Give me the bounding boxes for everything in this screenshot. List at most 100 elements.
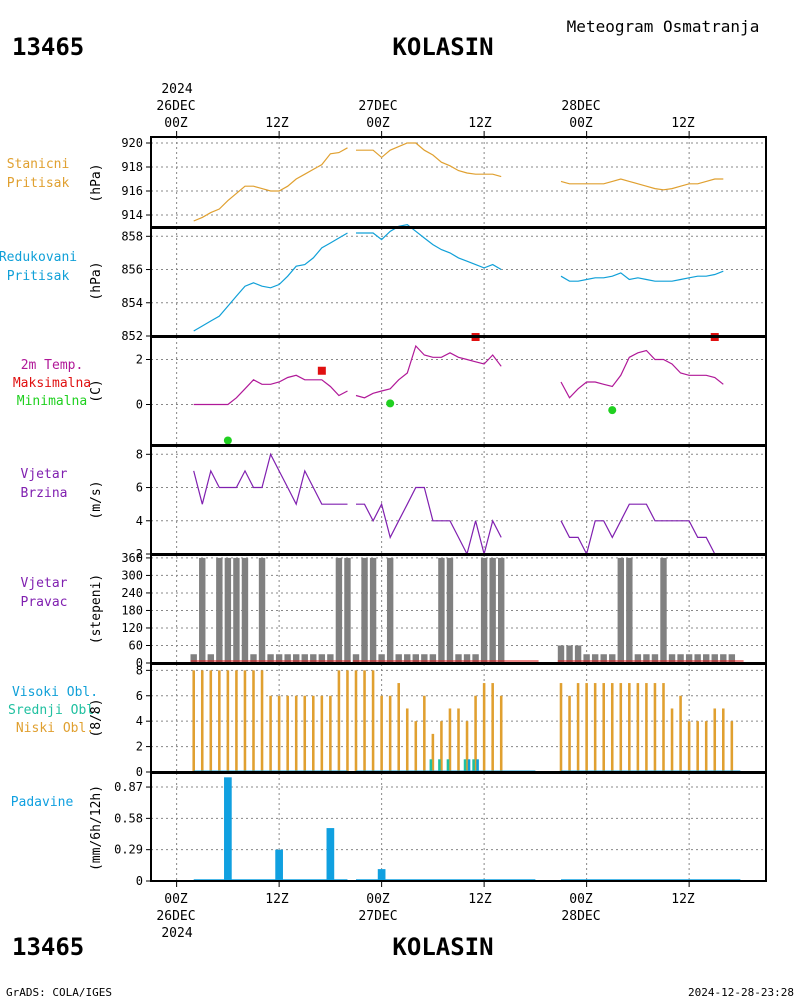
y-tick-label: 914	[121, 208, 143, 222]
low-cloud-bar	[431, 733, 435, 772]
top-time-axis: 2024 26DEC 27DEC 28DEC 00Z 12Z 00Z 12Z 0…	[156, 82, 694, 131]
reduced-title-line: Redukovani	[0, 250, 77, 265]
bottom-time-axis: 00Z 12Z 00Z 12Z 00Z 12Z 26DEC 27DEC 28DE…	[156, 892, 694, 941]
top-hour-label: 00Z	[366, 116, 390, 131]
y-tick-label: 60	[129, 638, 143, 652]
wind-direction-bar	[685, 654, 693, 663]
wind-direction-bar	[361, 557, 368, 663]
top-date-label: 28DEC	[561, 99, 600, 114]
pressure-panel-frame	[150, 136, 767, 228]
bottom-hour-label: 00Z	[164, 892, 188, 907]
precip-bar	[326, 828, 335, 881]
wind-direction-bar	[609, 654, 616, 663]
reduced-pressure-line	[356, 224, 502, 271]
wind-direction-bar	[660, 557, 667, 663]
bottom-hour-label: 12Z	[265, 892, 289, 907]
reduced-panel-frame	[150, 227, 767, 337]
low-cloud-bar	[722, 708, 725, 772]
y-tick-label: 2	[136, 353, 143, 367]
footer-credit: GrADS: COLA/IGES	[6, 986, 112, 999]
low-cloud-bar	[662, 683, 665, 772]
wind-direction-bar	[395, 654, 402, 663]
wind-direction-bar	[216, 557, 223, 663]
pressure-unit: (hPa)	[89, 163, 104, 202]
y-tick-label: 8	[136, 663, 143, 677]
y-tick-label: 300	[121, 568, 143, 582]
y-tick-label: 918	[121, 160, 143, 174]
high-cloud-bar	[476, 759, 479, 772]
wind-direction-bar	[352, 654, 360, 663]
minimum-temp-marker	[608, 406, 617, 415]
low-cloud-bar	[252, 670, 255, 772]
low-cloud-bar	[209, 670, 213, 772]
precip-title-line: Padavine	[11, 795, 74, 810]
low-cloud-bar	[337, 670, 341, 772]
bottom-hour-label: 12Z	[671, 892, 695, 907]
low-cloud-bar	[286, 695, 289, 772]
pressure-title-line: Pritisak	[7, 176, 70, 191]
y-tick-label: 2	[136, 547, 143, 561]
low-cloud-bar	[405, 708, 409, 772]
wind-dir-unit: (stepeni)	[89, 574, 104, 644]
wind-direction-bar	[591, 654, 599, 663]
y-tick-label: 920	[121, 136, 143, 150]
wind-direction-bar	[293, 654, 300, 663]
low-cloud-bar	[670, 708, 674, 772]
top-date-label: 26DEC	[156, 99, 195, 114]
wind-speed-title-line: Vjetar	[21, 467, 68, 482]
mid-cloud-bar	[463, 759, 467, 772]
wind-speed-line	[193, 452, 348, 506]
y-tick-label: 4	[136, 714, 143, 728]
wind-direction-bar	[207, 654, 214, 663]
low-cloud-bar	[457, 708, 460, 772]
low-cloud-bar	[200, 670, 204, 772]
wind-direction-bar	[583, 654, 590, 663]
low-cloud-bar	[679, 695, 682, 772]
top-hour-label: 00Z	[164, 116, 188, 131]
wind-direction-bar	[728, 654, 736, 663]
wind-direction-bar	[643, 654, 650, 663]
footer-station-id: 13465	[12, 933, 84, 961]
low-cloud-bar	[465, 721, 469, 772]
y-tick-label: 858	[121, 229, 143, 243]
y-tick-label: 2	[136, 740, 143, 754]
y-tick-label: 852	[121, 329, 143, 343]
wind-direction-bar	[335, 557, 343, 663]
wind-direction-bar	[463, 654, 471, 663]
bottom-hour-label: 12Z	[468, 892, 492, 907]
temp-unit: (C)	[89, 379, 104, 402]
low-cloud-bar	[491, 683, 494, 772]
y-tick-label: 240	[121, 586, 143, 600]
wind-direction-bar	[412, 654, 419, 663]
wind-direction-bar	[224, 557, 232, 663]
station-pressure-line	[356, 142, 502, 178]
wind-direction-bar	[369, 557, 377, 663]
top-hour-label: 12Z	[468, 116, 492, 131]
wind-direction-bar	[258, 557, 266, 663]
low-cloud-bar	[260, 670, 264, 772]
cloud-unit: (8/8)	[89, 698, 104, 737]
bottom-date-label: 28DEC	[561, 909, 600, 924]
wind-direction-bar	[455, 654, 462, 663]
wind-direction-bar	[310, 654, 317, 663]
low-cloud-bar	[619, 683, 623, 772]
footer-station-name: KOLASIN	[392, 933, 493, 961]
wind-direction-bar	[720, 654, 727, 663]
low-cloud-bar	[312, 695, 315, 772]
low-cloud-bar	[628, 683, 631, 772]
temperature-line	[193, 374, 348, 406]
station-pressure-line	[193, 147, 348, 222]
wind-direction-bar	[378, 654, 385, 663]
wind-speed-title-line: Brzina	[21, 486, 68, 501]
wind-direction-bar	[480, 557, 488, 663]
wind-speed-line	[356, 486, 502, 556]
y-tick-label: 4	[136, 514, 143, 528]
meteogram-label: Meteogram Osmatranja	[567, 17, 760, 36]
frame-layer	[150, 131, 767, 887]
low-cloud-title-line: Niski Obl.	[16, 721, 94, 736]
wind-direction-bar	[199, 557, 206, 663]
maximum-temp-marker	[317, 366, 326, 375]
low-cloud-bar	[397, 683, 400, 772]
wind-direction-bar	[651, 654, 659, 663]
reduced-pressure-line	[193, 232, 348, 332]
